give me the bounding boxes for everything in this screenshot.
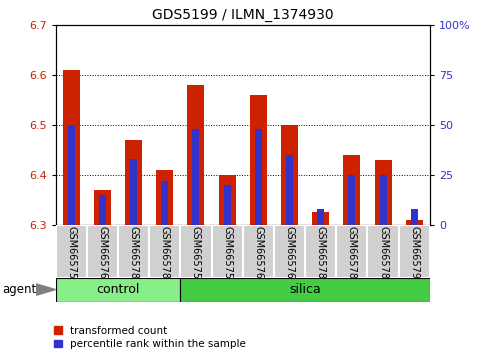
Bar <box>380 175 386 225</box>
Bar <box>255 129 262 225</box>
Bar <box>286 155 293 225</box>
Text: GSM665763: GSM665763 <box>98 227 107 286</box>
Bar <box>94 190 111 225</box>
Text: GSM665781: GSM665781 <box>128 227 139 286</box>
Text: GSM665764: GSM665764 <box>253 227 263 286</box>
Bar <box>161 181 168 225</box>
Bar <box>312 212 329 225</box>
Text: GSM665780: GSM665780 <box>316 227 326 286</box>
Bar <box>274 225 305 278</box>
Bar <box>118 225 149 278</box>
Bar <box>281 125 298 225</box>
Text: silica: silica <box>289 283 321 296</box>
Bar <box>242 225 274 278</box>
Bar <box>343 155 360 225</box>
Bar <box>305 225 336 278</box>
Text: GSM665783: GSM665783 <box>347 227 357 286</box>
Bar <box>224 185 230 225</box>
Bar <box>56 225 87 278</box>
Bar <box>180 278 430 302</box>
Bar <box>56 278 180 302</box>
Bar <box>187 85 204 225</box>
Text: GSM665790: GSM665790 <box>409 227 419 286</box>
Bar <box>368 225 398 278</box>
Bar <box>130 159 137 225</box>
Bar <box>250 95 267 225</box>
Bar <box>180 225 212 278</box>
Polygon shape <box>36 284 56 295</box>
Text: GSM665789: GSM665789 <box>378 227 388 286</box>
Bar <box>411 209 418 225</box>
Text: GSM665757: GSM665757 <box>222 227 232 286</box>
Bar <box>87 225 118 278</box>
Text: GSM665768: GSM665768 <box>284 227 295 286</box>
Text: GSM665752: GSM665752 <box>191 227 201 286</box>
Text: GSM665787: GSM665787 <box>160 227 170 286</box>
Bar <box>317 209 324 225</box>
Bar <box>398 225 430 278</box>
Bar <box>406 220 423 225</box>
Text: control: control <box>96 283 140 296</box>
Bar <box>63 70 80 225</box>
Bar <box>193 129 199 225</box>
Title: GDS5199 / ILMN_1374930: GDS5199 / ILMN_1374930 <box>152 8 334 22</box>
Bar <box>68 125 74 225</box>
Bar <box>212 225 242 278</box>
Legend: transformed count, percentile rank within the sample: transformed count, percentile rank withi… <box>54 326 246 349</box>
Bar <box>348 175 355 225</box>
Bar <box>218 175 236 225</box>
Bar <box>125 140 142 225</box>
Bar <box>374 160 392 225</box>
Bar <box>336 225 368 278</box>
Bar <box>149 225 180 278</box>
Bar <box>156 170 173 225</box>
Bar <box>99 195 106 225</box>
Text: GSM665755: GSM665755 <box>66 227 76 286</box>
Text: agent: agent <box>2 283 37 296</box>
